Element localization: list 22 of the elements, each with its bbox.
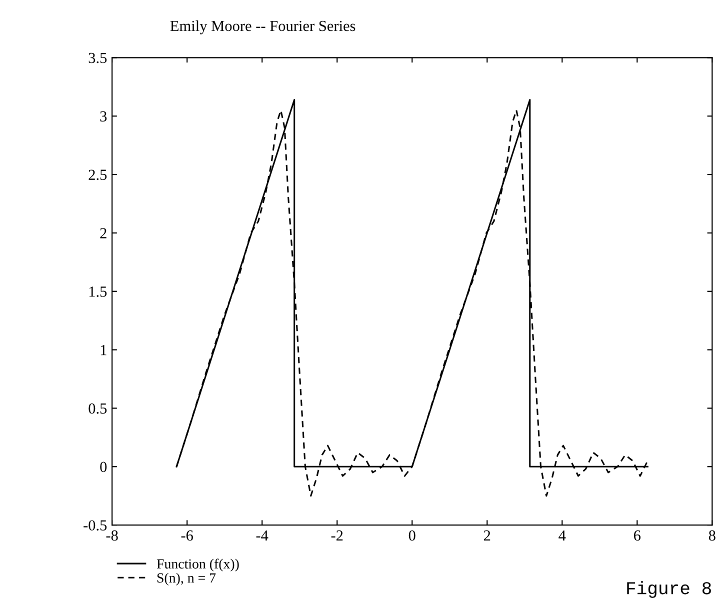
x-tick-label: -6 [181, 530, 193, 541]
y-tick-label: 0 [100, 462, 107, 472]
legend-label: Function (f(x)) [156, 558, 239, 572]
x-tick-label: -2 [331, 530, 343, 541]
x-tick-label: 8 [708, 530, 716, 541]
x-tick-label: 4 [558, 530, 566, 541]
y-tick-label: 1.5 [89, 286, 107, 297]
y-tick-label: 2 [100, 228, 106, 238]
y-tick-label: 1 [100, 345, 106, 356]
y-tick-label: 2.5 [88, 170, 107, 180]
x-tick-label: 6 [634, 530, 641, 541]
y-tick-label: -0.5 [84, 520, 107, 531]
y-tick-label: 3.5 [88, 52, 107, 64]
x-tick-label: -8 [106, 530, 118, 541]
x-tick-label: 0 [408, 530, 416, 541]
legend-label: S(n), n = 7 [157, 572, 216, 586]
y-tick-label: 3 [100, 111, 107, 122]
chart-title: Emily Moore -- Fourier Series [170, 20, 356, 34]
y-tick-label: 0.5 [88, 403, 107, 414]
x-tick-label: -4 [256, 530, 268, 541]
x-tick-label: 2 [484, 530, 490, 541]
caption: Figure 8 [627, 581, 711, 598]
